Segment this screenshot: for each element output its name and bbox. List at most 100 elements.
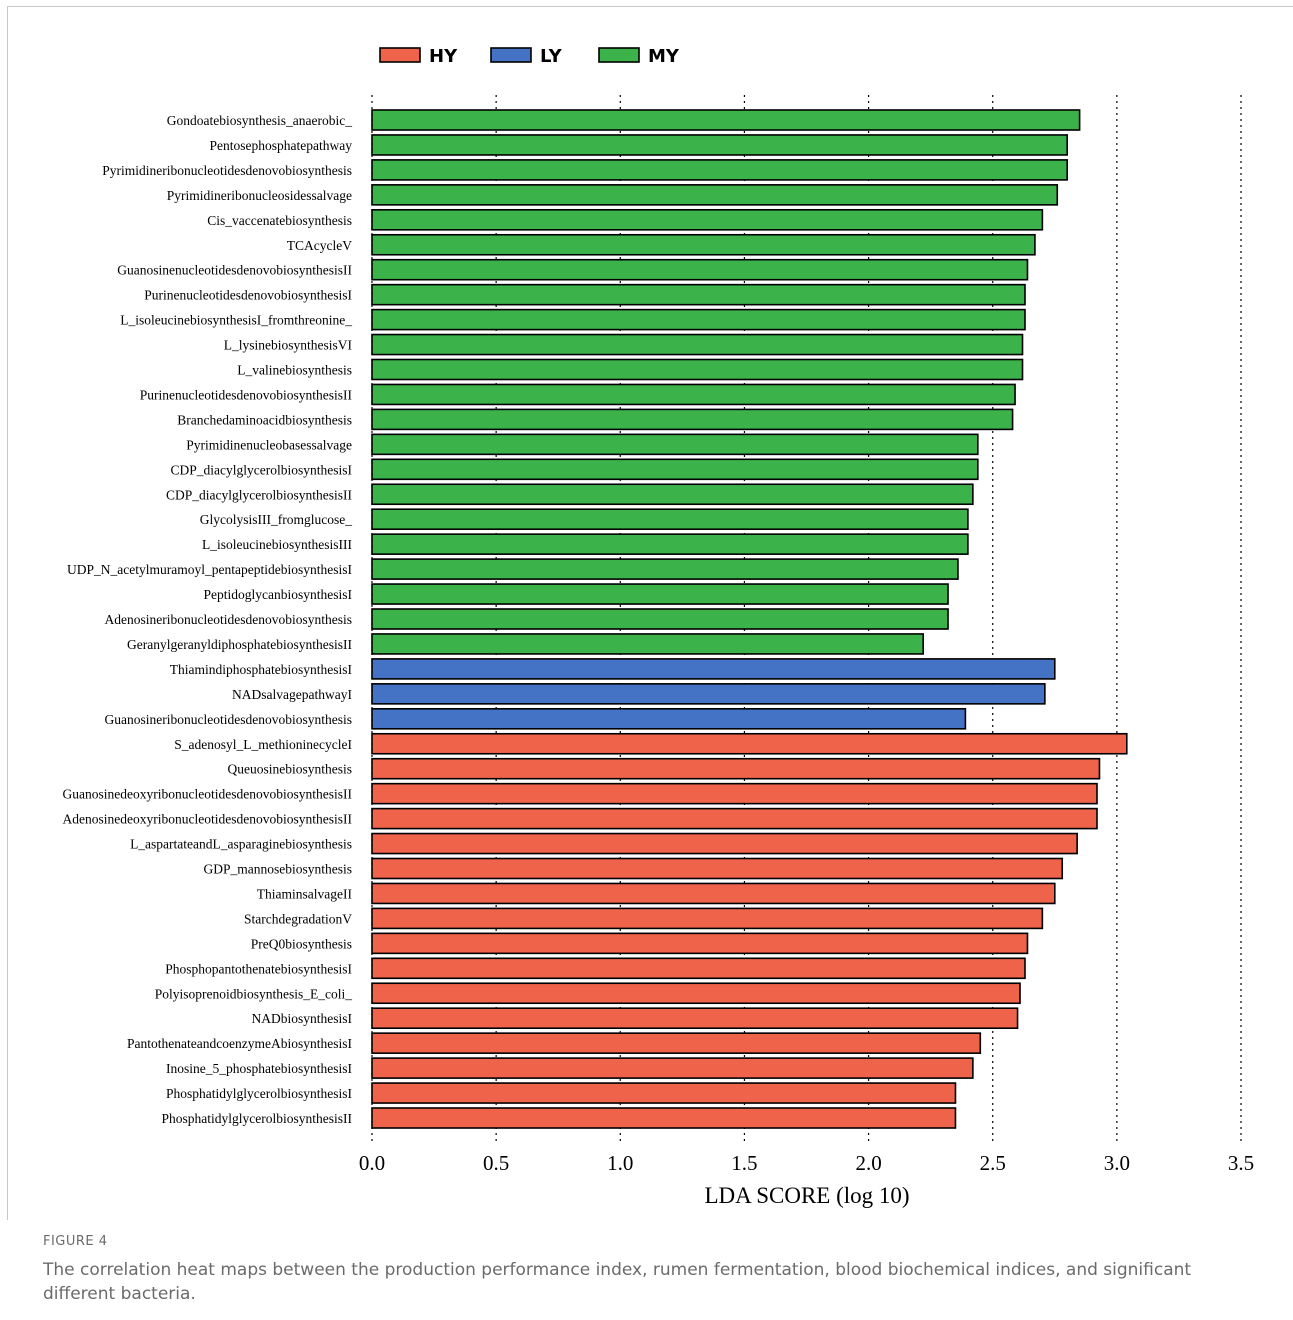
x-tick-label: 1.5 — [731, 1151, 757, 1175]
bar-my — [371, 358, 1024, 381]
bar-hy — [371, 857, 1064, 880]
bar-hy — [371, 1082, 957, 1104]
bar-label: Cis_vaccenatebiosynthesis — [207, 213, 352, 228]
bar-label: Guanosineribonucleotidesdenovobiosynthes… — [105, 712, 352, 727]
y-axis-labels: Gondoatebiosynthesis_anaerobic_ Pentoseph… — [63, 113, 353, 1126]
bar-label: L_isoleucinebiosynthesisI_fromthreonine_ — [120, 313, 352, 328]
bar-label: Adenosinedeoxyribonucleotidesdenovobiosy… — [63, 812, 353, 827]
bar-hy — [371, 832, 1078, 855]
bar-label: PantothenateandcoenzymeAbiosynthesisI — [127, 1036, 352, 1051]
bar-my — [371, 608, 949, 630]
bar-label: L_lysinebiosynthesisVI — [224, 338, 353, 353]
bar-my — [371, 508, 969, 531]
bar-label: Adenosineribonucleotidesdenovobiosynthes… — [105, 612, 352, 627]
bar-my — [371, 558, 959, 580]
bar-label: Pentosephosphatepathway — [210, 138, 353, 153]
bar-hy — [371, 757, 1101, 780]
bar-my — [371, 383, 1016, 406]
bar-label: NADbiosynthesisI — [252, 1011, 353, 1026]
bar-ly — [371, 658, 1056, 680]
bar-my — [371, 209, 1044, 231]
bar-label: Branchedaminoacidbiosynthesis — [177, 412, 352, 427]
bar-hy — [371, 907, 1044, 930]
x-axis-title: LDA SCORE (log 10) — [704, 1183, 909, 1208]
legend-swatch-ly — [490, 47, 532, 63]
bar-hy — [371, 782, 1098, 805]
bar-label: ThiaminsalvageII — [257, 886, 353, 901]
bar-my — [371, 333, 1024, 356]
bar-label: L_isoleucinebiosynthesisIII — [202, 537, 352, 552]
bar-label: CDP_diacylglycerolbiosynthesisI — [171, 462, 353, 477]
figure-caption-text: The correlation heat maps between the pr… — [43, 1260, 1192, 1304]
x-tick-label: 2.5 — [980, 1151, 1006, 1175]
bar-label: Queuosinebiosynthesis — [228, 762, 353, 777]
bar-label: GeranylgeranyldiphosphatebiosynthesisII — [127, 637, 352, 652]
bar-label: Pyrimidineribonucleosidessalvage — [167, 188, 352, 203]
bar-my — [371, 583, 949, 605]
bar-hy — [371, 982, 1021, 1005]
bar-ly — [371, 683, 1046, 705]
bar-my — [371, 184, 1059, 206]
legend-label-my: MY — [648, 46, 680, 67]
bar-label: GuanosinenucleotidesdenovobiosynthesisII — [117, 263, 352, 278]
legend-label-hy: HY — [429, 46, 458, 67]
legend-swatch-hy — [379, 47, 421, 63]
bar-hy — [371, 1107, 957, 1129]
bar-label: NADsalvagepathwayI — [232, 687, 352, 702]
bar-label: PhosphopantothenatebiosynthesisI — [165, 961, 352, 976]
bar-label: PeptidoglycanbiosynthesisI — [204, 587, 353, 602]
bar-hy — [371, 932, 1029, 955]
x-tick-label: 0.5 — [483, 1151, 509, 1175]
x-tick-label: 3.0 — [1104, 1151, 1130, 1175]
bar-label: Pyrimidinenucleobasessalvage — [186, 437, 352, 452]
bar-hy — [371, 1057, 974, 1079]
bar-my — [371, 533, 969, 555]
chart-legend: HY LY MY — [379, 46, 680, 67]
bar-label: PreQ0biosynthesis — [251, 936, 352, 951]
bar-my — [371, 433, 979, 456]
figure-frame — [7, 6, 1293, 1220]
bar-label: PurinenucleotidesdenovobiosynthesisI — [144, 288, 352, 303]
bar-hy — [371, 732, 1128, 755]
figure-caption: FIGURE 4 The correlation heat maps betwe… — [43, 1234, 1263, 1306]
bar-my — [371, 283, 1026, 306]
x-tick-label: 0.0 — [359, 1151, 385, 1175]
bar-label: Pyrimidineribonucleotidesdenovobiosynthe… — [102, 163, 352, 178]
lda-bar-chart: HY LY MY Gondoatebiosynthesis_anaerobic_ Pe… — [63, 46, 1255, 1208]
chart-bars — [371, 109, 1128, 1129]
bar-label: L_aspartateandL_asparaginebiosynthesis — [130, 837, 352, 852]
x-tick-label: 1.0 — [607, 1151, 633, 1175]
bar-label: GlycolysisIII_fromglucose_ — [200, 512, 352, 527]
bar-label: Guanosinedeoxyribonucleotidesdenovobiosy… — [63, 787, 353, 802]
bar-hy — [371, 957, 1026, 980]
bar-my — [371, 483, 974, 506]
bar-label: Inosine_5_phosphatebiosynthesisI — [166, 1061, 352, 1076]
bar-label: StarchdegradationV — [244, 911, 352, 926]
bar-label: PhosphatidylglycerolbiosynthesisII — [162, 1111, 353, 1126]
bar-my — [371, 258, 1029, 281]
bar-label: PurinenucleotidesdenovobiosynthesisII — [140, 387, 353, 402]
bar-label: TCAcycleV — [287, 238, 352, 253]
x-axis-tick-labels: 0.0 0.5 1.0 1.5 2.0 2.5 3.0 3.5 — [359, 1151, 1254, 1175]
bar-hy — [371, 807, 1098, 830]
legend-label-ly: LY — [540, 46, 563, 67]
bar-my — [371, 408, 1014, 431]
bar-hy — [371, 882, 1056, 905]
bar-label: Polyisoprenoidbiosynthesis_E_coli_ — [155, 986, 352, 1001]
bar-label: GDP_mannosebiosynthesis — [204, 862, 353, 877]
bar-label: ThiamindiphosphatebiosynthesisI — [170, 662, 353, 677]
figure-label: FIGURE 4 — [43, 1234, 108, 1249]
bar-label: PhosphatidylglycerolbiosynthesisI — [166, 1086, 352, 1101]
bar-label: S_adenosyl_L_methioninecycleI — [174, 737, 352, 752]
bar-ly — [371, 707, 967, 730]
bar-my — [371, 159, 1069, 181]
bar-my — [371, 458, 979, 481]
bar-hy — [371, 1007, 1019, 1030]
bar-hy — [371, 1032, 982, 1054]
bar-label: L_valinebiosynthesis — [237, 363, 352, 378]
legend-swatch-my — [598, 47, 640, 63]
bar-label: CDP_diacylglycerolbiosynthesisII — [166, 487, 352, 502]
bar-my — [371, 633, 924, 655]
bar-my — [371, 134, 1069, 156]
x-tick-label: 2.0 — [855, 1151, 881, 1175]
